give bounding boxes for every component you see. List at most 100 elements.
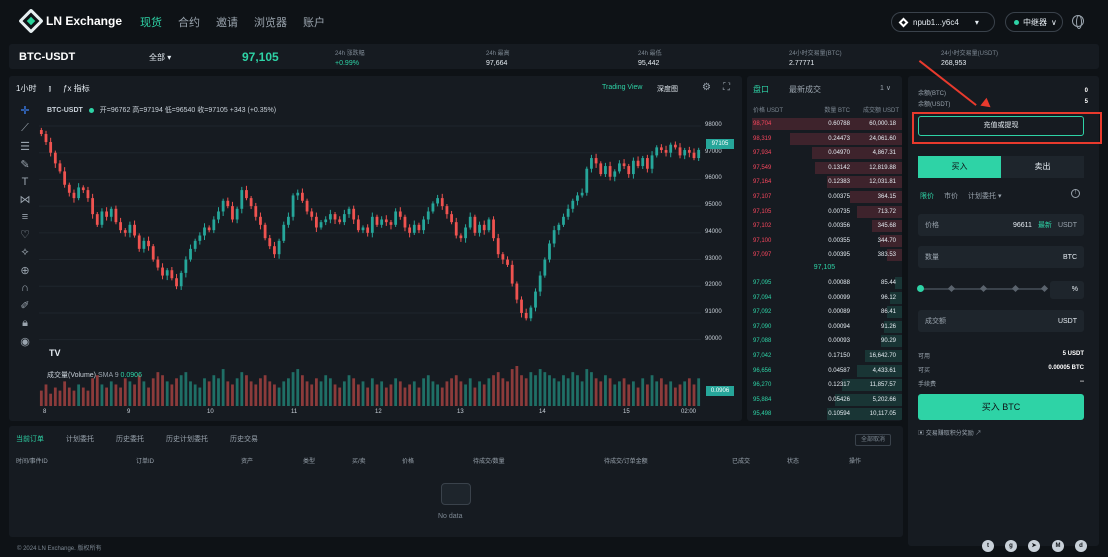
ask-row[interactable]: 97,105 0.00735 713.72: [747, 205, 902, 219]
volume-bar: [398, 381, 402, 406]
bid-row[interactable]: 95,884 0.05426 5,202.66: [747, 393, 902, 407]
candlestick-chart[interactable]: [39, 116, 701, 409]
nav-invite[interactable]: 邀请: [216, 17, 238, 29]
nav-explorer[interactable]: 浏览器: [254, 17, 287, 29]
volume-bar: [86, 390, 90, 406]
text-icon[interactable]: T: [21, 176, 29, 188]
volume-bar: [604, 375, 607, 406]
tab-trade-history[interactable]: 历史交易: [230, 436, 258, 443]
twitter-icon[interactable]: t: [982, 540, 994, 552]
chevron-down-icon: ∨: [1051, 17, 1057, 27]
ruler-icon[interactable]: ⟡: [21, 246, 29, 258]
bid-row[interactable]: 96,656 0.04587 4,433.61: [747, 364, 902, 378]
bid-row[interactable]: 97,088 0.00093 90.29: [747, 334, 902, 348]
trendline-icon[interactable]: ⟋: [21, 122, 29, 134]
lock-icon[interactable]: 🔒︎: [22, 317, 28, 329]
indicator-button[interactable]: ƒx 指标: [63, 84, 90, 93]
bid-row[interactable]: 95,498 0.10594 10,117.05: [747, 407, 902, 421]
cancel-all-button[interactable]: 全部取消: [855, 434, 891, 446]
bid-row[interactable]: 97,042 0.17150 16,642.70: [747, 349, 902, 363]
fib-icon[interactable]: ≡: [21, 211, 29, 223]
interval-selector[interactable]: 1小时: [16, 84, 37, 93]
volume-bar: [697, 378, 701, 406]
bid-row[interactable]: 97,090 0.00094 91.26: [747, 320, 902, 334]
volume-bar: [678, 384, 682, 406]
candle-body: [669, 144, 673, 153]
bid-row[interactable]: 97,094 0.00099 96.12: [747, 291, 902, 305]
stat-change: 24h 涨跌幅 +0.99%: [335, 51, 365, 67]
ask-row[interactable]: 97,107 0.00375 364.15: [747, 190, 902, 204]
buy-btc-button[interactable]: 买入 BTC: [918, 394, 1084, 420]
ask-row[interactable]: 97,934 0.04970 4,867.31: [747, 146, 902, 160]
ask-row[interactable]: 97,164 0.12383 12,031.81: [747, 175, 902, 189]
tab-plan[interactable]: 计划委托 ▾: [968, 193, 1002, 200]
slider-mark[interactable]: [1040, 284, 1049, 293]
slider-mark[interactable]: [979, 284, 988, 293]
amount-cell: 0.04970: [828, 150, 850, 157]
candle-body: [636, 160, 640, 167]
ask-row[interactable]: 97,549 0.13142 12,819.88: [747, 161, 902, 175]
fullscreen-icon[interactable]: ⛶: [723, 82, 730, 93]
tab-recent-trades[interactable]: 最新成交: [789, 85, 821, 94]
ask-row[interactable]: 97,097 0.00395 383.53: [747, 248, 902, 262]
price-input[interactable]: 价格 96611 最新 USDT: [918, 214, 1084, 236]
info-icon[interactable]: !: [1071, 189, 1080, 198]
precision-selector[interactable]: 1 ∨: [880, 85, 891, 92]
telegram-icon[interactable]: ➤: [1028, 540, 1040, 552]
slider-mark[interactable]: [947, 284, 956, 293]
crosshair-icon[interactable]: ✛: [20, 105, 30, 117]
github-icon[interactable]: g: [1005, 540, 1017, 552]
eye-icon[interactable]: ◉: [20, 336, 30, 348]
nav-account[interactable]: 账户: [303, 17, 325, 29]
heart-icon[interactable]: ♡: [20, 229, 30, 241]
tab-order-history[interactable]: 历史委托: [116, 436, 144, 443]
rebate-link[interactable]: ▣ 交易赚取积分奖励 ↗: [918, 431, 982, 437]
ask-row[interactable]: 97,100 0.00355 344.70: [747, 234, 902, 248]
amount-input[interactable]: 成交额 USDT: [918, 310, 1084, 332]
ask-row[interactable]: 98,319 0.24473 24,061.60: [747, 132, 902, 146]
ticker-bar: BTC-USDT 全部 ▾ 97,105 24h 涨跌幅 +0.99% 24h 最…: [9, 44, 1099, 69]
pair-name[interactable]: BTC-USDT: [19, 51, 76, 63]
candle-body: [123, 230, 127, 233]
percent-input[interactable]: %: [1050, 281, 1084, 299]
discord-icon[interactable]: d: [1075, 540, 1087, 552]
ask-row[interactable]: 97,102 0.00356 345.68: [747, 219, 902, 233]
candle-body: [370, 216, 374, 233]
slider-knob[interactable]: [917, 285, 924, 292]
tab-buy[interactable]: 买入: [918, 156, 1001, 178]
tab-limit[interactable]: 限价: [920, 193, 934, 200]
pattern-icon[interactable]: ⋈: [19, 194, 31, 206]
magnet-icon[interactable]: ∩: [21, 282, 29, 294]
wallet-selector[interactable]: npub1...y6c4 ▾: [891, 12, 995, 32]
tab-orderbook[interactable]: 盘口: [753, 85, 769, 94]
candle-body: [63, 171, 67, 185]
tab-plan-history[interactable]: 历史计划委托: [166, 436, 208, 443]
brush-icon[interactable]: ✎: [20, 159, 30, 171]
nav-contract[interactable]: 合约: [178, 17, 200, 29]
tab-open-orders[interactable]: 当前订单: [16, 436, 44, 443]
pencil-lock-icon[interactable]: ✐: [20, 300, 30, 312]
tab-plan-orders[interactable]: 计划委托: [66, 436, 94, 443]
horizontal-lines-icon[interactable]: ☰: [20, 141, 30, 153]
candle-body: [683, 150, 687, 156]
medium-icon[interactable]: M: [1052, 540, 1064, 552]
bid-row[interactable]: 97,092 0.00089 86.41: [747, 305, 902, 319]
globe-icon[interactable]: [1072, 15, 1084, 29]
quantity-input[interactable]: 数量 BTC: [918, 246, 1084, 268]
relay-selector[interactable]: 中继器 ∨: [1005, 12, 1063, 32]
bid-row[interactable]: 97,095 0.00088 85.44: [747, 276, 902, 290]
tab-depth-chart[interactable]: 深度图: [657, 86, 678, 93]
tab-market[interactable]: 市价: [944, 193, 958, 200]
bid-row[interactable]: 96,270 0.12317 11,857.57: [747, 378, 902, 392]
tab-sell[interactable]: 卖出: [1001, 156, 1084, 178]
settings-icon[interactable]: ⚙: [702, 82, 711, 93]
ask-row[interactable]: 98,704 0.60788 60,000.18: [747, 117, 902, 131]
slider-mark[interactable]: [1011, 284, 1020, 293]
deposit-withdraw-button[interactable]: 充值或提现: [918, 116, 1084, 136]
brand-logo[interactable]: LN Exchange: [18, 8, 122, 34]
market-filter[interactable]: 全部 ▾: [149, 53, 172, 62]
zoom-icon[interactable]: ⊕: [20, 265, 30, 277]
nav-spot[interactable]: 现货: [140, 17, 162, 29]
candle-type-icon[interactable]: ⫾: [48, 83, 52, 93]
tab-trading-view[interactable]: Trading View: [602, 84, 643, 91]
